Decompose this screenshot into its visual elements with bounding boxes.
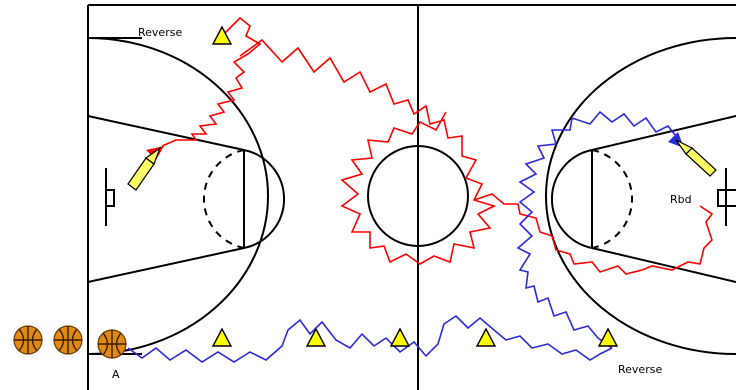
left-key-solid-arc (243, 149, 286, 249)
reverse-label-top: Reverse (138, 26, 182, 39)
left-three-point-arc (87, 37, 269, 355)
right-rim (717, 189, 736, 207)
left-rim (106, 189, 115, 207)
left-lane-bottom (87, 247, 245, 283)
cone-icon (475, 327, 497, 347)
cone-icon (211, 327, 233, 347)
left-lane-top (87, 115, 245, 151)
player-a-label: A (112, 368, 120, 381)
red-dribble-path (161, 16, 714, 275)
cone-icon (305, 327, 327, 347)
cone-icon (211, 25, 233, 45)
right-key-solid-arc (550, 149, 593, 249)
right-lane-top (591, 115, 736, 151)
right-key-dashed-arc (591, 149, 634, 249)
pass-arrow-icon (675, 139, 717, 177)
basketball-icon (97, 329, 127, 359)
cone-icon (597, 327, 619, 347)
right-lane-bottom (591, 247, 736, 283)
court-lines (87, 4, 736, 390)
basketball-icon (53, 325, 83, 355)
left-key-dashed-arc (202, 149, 245, 249)
rebounder-label: Rbd (670, 193, 692, 206)
basketball-icon (13, 325, 43, 355)
pass-arrow-icon (127, 146, 162, 191)
right-three-point-arc (545, 37, 736, 355)
cone-icon (389, 327, 411, 347)
blue-dribble-path (127, 110, 677, 363)
reverse-label-bottom: Reverse (618, 363, 662, 376)
center-circle (367, 145, 469, 247)
